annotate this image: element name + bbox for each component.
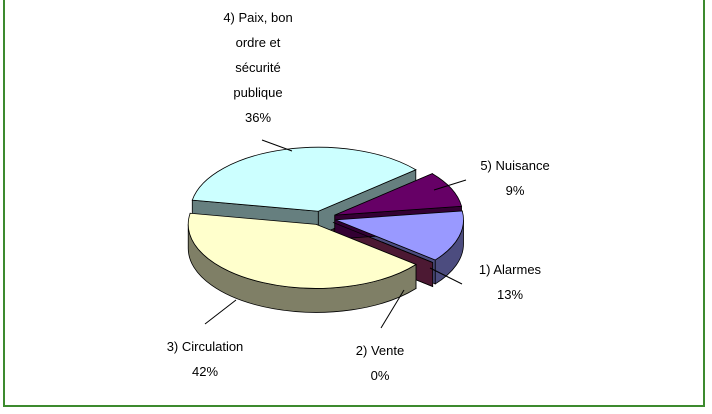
leader-line	[380, 289, 405, 329]
category-label: 4) Paix, bon ordre et sécurité publique	[223, 10, 293, 100]
slice-tops	[187, 146, 464, 289]
slice	[191, 146, 417, 212]
slice-label: 4) Paix, bon ordre et sécurité publique 3…	[212, 5, 304, 130]
leader-line	[433, 179, 467, 191]
category-label: 3) Circulation	[166, 339, 244, 354]
value-label: 42%	[191, 364, 219, 379]
category-label: 5) Nuisance	[480, 158, 550, 173]
value-label: 36%	[244, 110, 272, 125]
category-label: 1) Alarmes	[478, 262, 542, 277]
slice	[187, 212, 417, 289]
slice-label: 3) Circulation 42%	[145, 334, 265, 384]
slice	[334, 173, 463, 216]
leader-line	[204, 299, 237, 325]
leader-line	[261, 139, 293, 152]
slice-label: 5) Nuisance 9%	[465, 153, 565, 203]
value-label: 9%	[505, 183, 525, 198]
leader-line	[429, 267, 463, 285]
slice-label: 1) Alarmes 13%	[465, 257, 555, 307]
value-label: 13%	[496, 287, 524, 302]
category-label: 2) Vente	[355, 343, 405, 358]
slice-label: 2) Vente 0%	[335, 338, 425, 388]
chart-frame	[3, 0, 705, 407]
slice	[335, 210, 464, 261]
value-label: 0%	[370, 368, 390, 383]
leader-lines	[204, 139, 467, 329]
